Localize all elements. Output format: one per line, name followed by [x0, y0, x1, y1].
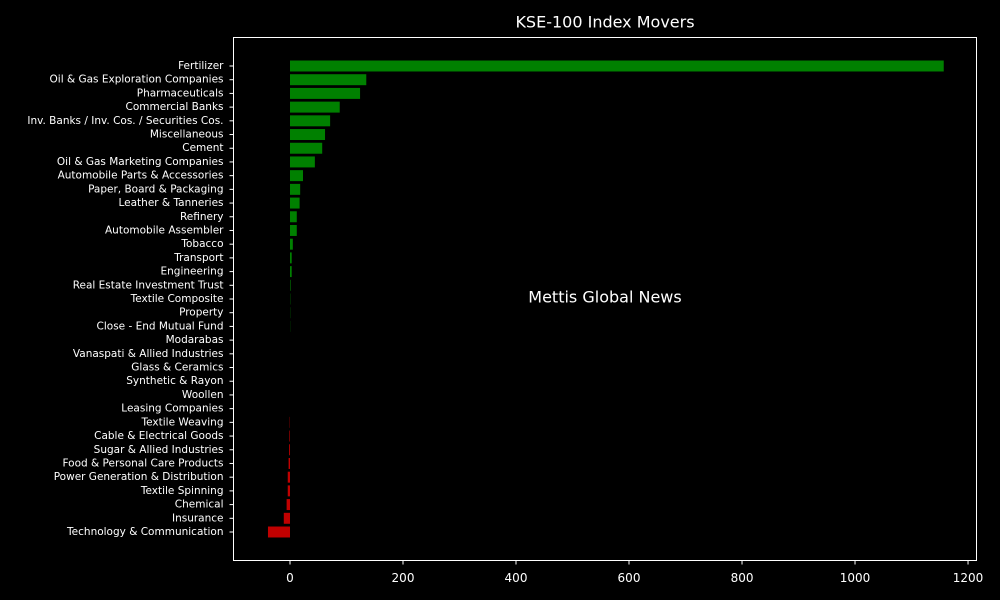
bar: [290, 211, 297, 223]
x-tick-label: 400: [505, 571, 528, 585]
bar: [290, 170, 303, 182]
annotation: Mettis Global News: [528, 288, 681, 307]
y-tick-label: Real Estate Investment Trust: [73, 279, 224, 291]
y-tick-label: Oil & Gas Exploration Companies: [50, 74, 224, 86]
x-tick-label: 1000: [840, 571, 871, 585]
y-tick-label: Close - End Mutual Fund: [97, 320, 224, 332]
y-tick-label: Automobile Assembler: [105, 224, 224, 236]
bar: [286, 499, 291, 511]
y-tick-label: Automobile Parts & Accessories: [58, 170, 224, 182]
bar: [287, 485, 291, 497]
x-tick-label: 200: [392, 571, 415, 585]
bar: [290, 252, 292, 264]
bar: [287, 471, 291, 483]
y-tick-label: Textile Composite: [130, 293, 224, 305]
bar: [290, 266, 292, 278]
y-tick-label: Leasing Companies: [121, 403, 223, 415]
bar: [290, 197, 300, 209]
y-tick-label: Vanaspati & Allied Industries: [73, 348, 224, 360]
x-tick-label: 600: [618, 571, 641, 585]
bar: [290, 238, 293, 250]
x-tick-label: 0: [286, 571, 294, 585]
y-tick-label: Cable & Electrical Goods: [94, 430, 223, 442]
y-tick-label: Engineering: [161, 266, 224, 278]
y-tick-label: Cement: [182, 142, 223, 154]
y-tick-label: Inv. Banks / Inv. Cos. / Securities Cos.: [27, 115, 223, 127]
y-tick-label: Tobacco: [180, 238, 223, 250]
y-tick-label: Food & Personal Care Products: [62, 457, 223, 469]
bar: [290, 183, 301, 195]
bar: [290, 74, 367, 86]
y-tick-label: Textile Weaving: [141, 416, 224, 428]
y-tick-label: Paper, Board & Packaging: [88, 183, 223, 195]
y-tick-label: Refinery: [180, 211, 224, 223]
y-tick-label: Miscellaneous: [150, 129, 224, 141]
y-tick-label: Pharmaceuticals: [137, 87, 224, 99]
y-tick-label: Fertilizer: [178, 60, 224, 72]
y-tick-label: Leather & Tanneries: [118, 197, 223, 209]
chart-title: KSE-100 Index Movers: [515, 13, 694, 32]
y-tick-label: Technology & Communication: [66, 526, 223, 538]
x-tick-label: 800: [731, 571, 754, 585]
bar: [290, 101, 340, 113]
y-tick-label: Power Generation & Distribution: [54, 471, 224, 483]
bar: [290, 129, 326, 141]
bar: [290, 60, 944, 72]
bar: [290, 156, 315, 168]
y-tick-label: Insurance: [172, 512, 224, 524]
bar: [290, 115, 331, 127]
y-tick-label: Chemical: [175, 499, 224, 511]
y-tick-label: Synthetic & Rayon: [126, 375, 223, 387]
y-tick-label: Woollen: [182, 389, 224, 401]
y-tick-label: Transport: [173, 252, 223, 264]
bar: [290, 224, 297, 236]
bar: [289, 430, 291, 442]
bar: [283, 512, 291, 524]
bar: [290, 279, 291, 291]
bar: [290, 87, 361, 99]
y-tick-label: Sugar & Allied Industries: [94, 444, 224, 456]
y-tick-label: Property: [179, 307, 223, 319]
bar: [267, 526, 291, 538]
bar: [288, 457, 291, 469]
x-tick-label: 1200: [953, 571, 984, 585]
bar: [290, 142, 323, 154]
bar: [289, 444, 291, 456]
y-tick-label: Glass & Ceramics: [131, 362, 223, 374]
y-tick-label: Commercial Banks: [126, 101, 224, 113]
y-tick-label: Textile Spinning: [140, 485, 224, 497]
y-tick-label: Oil & Gas Marketing Companies: [57, 156, 224, 168]
y-tick-label: Modarabas: [166, 334, 224, 346]
